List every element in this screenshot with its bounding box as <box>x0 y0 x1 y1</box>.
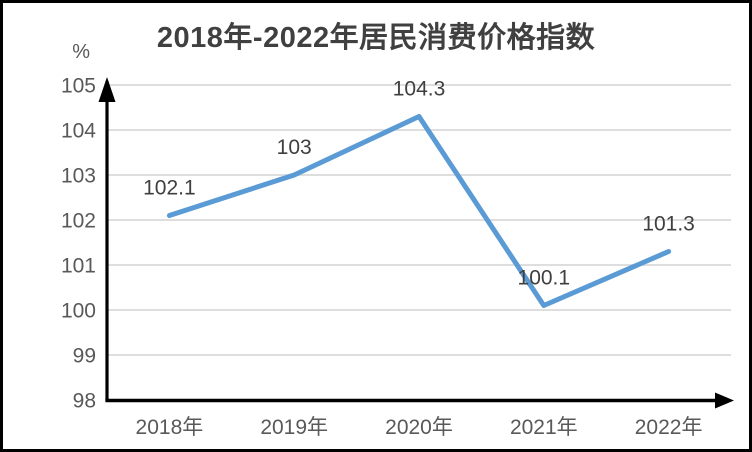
data-point-label: 104.3 <box>393 78 446 101</box>
y-tick-label: 98 <box>73 390 96 413</box>
data-point-label: 100.1 <box>518 267 571 290</box>
chart-title: 2018年-2022年居民消费价格指数 <box>156 22 596 54</box>
y-tick-label: 103 <box>61 165 96 188</box>
x-tick-label: 2022年 <box>635 416 703 439</box>
y-tick-label: 101 <box>61 255 96 278</box>
y-tick-label: 99 <box>73 345 96 368</box>
x-tick-label: 2019年 <box>260 416 328 439</box>
y-tick-label: 105 <box>61 75 96 98</box>
y-tick-label: 104 <box>61 120 96 143</box>
y-tick-label: 100 <box>61 300 96 323</box>
data-point-label: 101.3 <box>642 213 695 236</box>
x-tick-label: 2020年 <box>385 416 453 439</box>
x-axis-arrow <box>715 392 734 409</box>
cpi-line-chart: 98 99 100 101 102 103 104 105% 2018年 2019年 2020年 20… <box>61 41 734 439</box>
data-point-label: 103 <box>277 136 312 159</box>
y-tick-label: 102 <box>61 210 96 233</box>
y-axis-unit-label: % <box>72 41 90 63</box>
x-tick-label: 2021年 <box>510 416 578 439</box>
data-series-line <box>166 114 672 308</box>
data-point-label: 102.1 <box>143 177 196 200</box>
x-tick-label: 2018年 <box>136 416 204 439</box>
y-axis-arrow <box>98 77 116 102</box>
